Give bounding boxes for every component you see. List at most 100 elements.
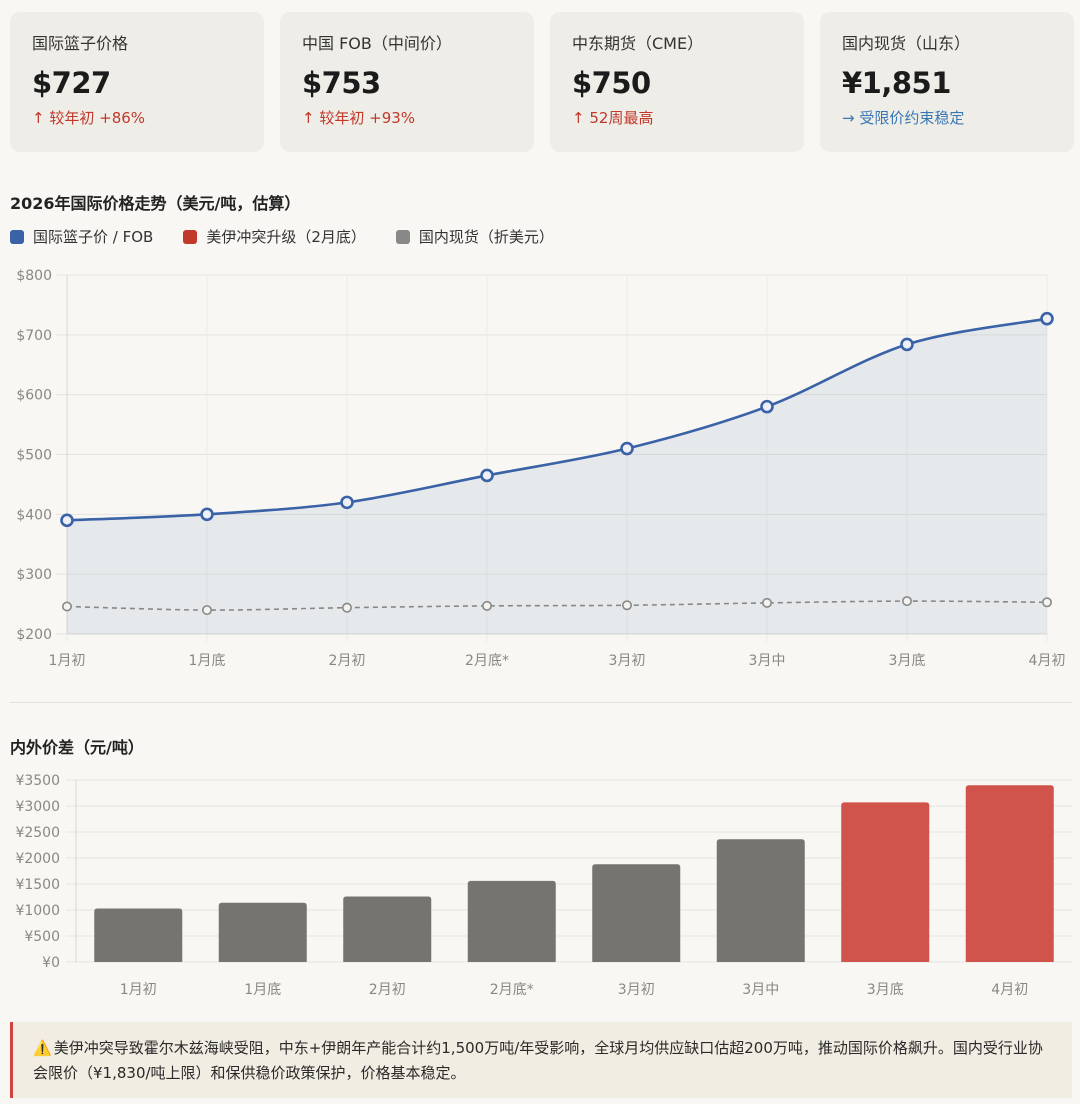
- x-tick-label: 2月底*: [490, 982, 534, 998]
- data-point-domestic: [901, 596, 912, 607]
- data-point-intl: [620, 441, 634, 456]
- data-point-domestic: [621, 600, 632, 611]
- section-divider: [10, 702, 1072, 703]
- kpi-label: 中东期货（CME）: [572, 34, 704, 53]
- kpi-value: $753: [302, 66, 381, 100]
- x-tick-label: 4月初: [1029, 652, 1066, 669]
- kpi-label: 国内现货（山东）: [842, 34, 971, 53]
- kpi-change: ↑ 52周最高: [572, 108, 804, 128]
- x-tick-label: 2月初: [369, 981, 406, 998]
- bar: [218, 902, 307, 962]
- bar: [343, 896, 432, 962]
- bar: [94, 908, 183, 962]
- bar-conflict: [841, 802, 930, 962]
- x-tick-label: 1月初: [120, 981, 157, 998]
- bar: [467, 880, 556, 962]
- data-point-intl: [340, 495, 354, 510]
- kpi-change-text: 52周最高: [589, 109, 654, 127]
- y-tick-label: $300: [16, 567, 52, 583]
- data-point-domestic: [481, 600, 492, 611]
- y-tick-label: $800: [16, 268, 52, 284]
- y-tick-label: ¥1000: [15, 903, 60, 919]
- kpi-cards: 国际篮子价格 $727 ↑ 较年初 +86% 中国 FOB（中间价） $753 …: [10, 12, 1074, 152]
- data-point-domestic: [202, 605, 213, 616]
- data-point-domestic: [341, 602, 352, 613]
- arrow-up-icon: ↑: [32, 109, 45, 127]
- kpi-label: 中国 FOB（中间价）: [302, 34, 452, 53]
- y-tick-label: $200: [16, 627, 52, 643]
- kpi-change-text: 较年初 +86%: [49, 109, 146, 127]
- series-line-domestic: [66, 600, 1048, 611]
- y-tick-label: ¥2500: [15, 825, 60, 841]
- kpi-change-text: 较年初 +93%: [319, 109, 416, 127]
- y-tick-label: ¥500: [24, 929, 60, 945]
- legend-swatch: [183, 229, 198, 244]
- warning-icon: ⚠️: [33, 1039, 52, 1057]
- line-chart: $200 $300 $400 $500 $600 $700 $800 1月初 1月底 2月初 2月底…: [16, 268, 1066, 669]
- data-point-intl: [900, 337, 914, 352]
- note-text: 美伊冲突导致霍尔木兹海峡受阻，中东+伊朗年产能合计约1,500万吨/年受影响，全…: [33, 1039, 1043, 1082]
- bar-conflict: [965, 785, 1054, 962]
- x-tick-label: 3月初: [609, 652, 646, 669]
- bar-chart: ¥0 ¥500 ¥1000 ¥1500 ¥2000 ¥2500 ¥3000 ¥3500 1月初 1…: [15, 773, 1072, 998]
- data-point-intl: [1040, 311, 1054, 326]
- legend-swatch: [10, 229, 24, 244]
- y-tick-label: ¥3500: [15, 773, 60, 789]
- legend-item-domestic[interactable]: 国内现货（折美元）: [395, 226, 554, 247]
- bar: [592, 864, 681, 962]
- bar-chart-title: 内外价差（元/吨）: [10, 738, 144, 757]
- x-tick-label: 2月初: [329, 652, 366, 669]
- y-tick-label: $700: [16, 328, 52, 344]
- data-point-domestic: [61, 601, 72, 612]
- x-tick-label: 1月初: [49, 652, 86, 669]
- line-chart-legend: 国际篮子价 / FOB 美伊冲突升级（2月底） 国内现货（折美元）: [10, 226, 584, 247]
- x-tick-label: 3月初: [618, 981, 655, 998]
- data-point-domestic: [761, 597, 772, 608]
- kpi-change: ↑ 较年初 +93%: [302, 108, 534, 128]
- kpi-card-intl-basket: 国际篮子价格 $727 ↑ 较年初 +86%: [10, 12, 264, 152]
- x-tick-label: 3月中: [749, 653, 786, 669]
- y-tick-label: ¥2000: [15, 851, 60, 867]
- arrow-right-icon: →: [842, 109, 855, 127]
- legend-label: 国际篮子价 / FOB: [33, 228, 154, 246]
- kpi-value: $727: [32, 66, 111, 100]
- arrow-up-icon: ↑: [572, 109, 585, 127]
- series-area-intl: [67, 318, 1047, 634]
- legend-label: 国内现货（折美元）: [418, 228, 554, 246]
- x-tick-label: 4月初: [991, 981, 1028, 998]
- y-tick-label: ¥3000: [15, 799, 60, 815]
- legend-item-conflict[interactable]: 美伊冲突升级（2月底）: [183, 226, 366, 247]
- x-tick-label: 1月底: [244, 982, 281, 998]
- kpi-change: → 受限价约束稳定: [842, 108, 1074, 128]
- legend-label: 美伊冲突升级（2月底）: [206, 228, 366, 246]
- kpi-value: $750: [572, 66, 651, 100]
- warning-note: ⚠️ 美伊冲突导致霍尔木兹海峡受阻，中东+伊朗年产能合计约1,500万吨/年受影响…: [10, 1022, 1072, 1098]
- data-point-intl: [200, 507, 214, 522]
- x-tick-label: 2月底*: [465, 653, 509, 669]
- x-tick-label: 3月底: [867, 982, 904, 998]
- kpi-card-mideast-futures: 中东期货（CME） $750 ↑ 52周最高: [550, 12, 804, 152]
- y-tick-label: $600: [16, 388, 52, 404]
- y-tick-label: $500: [16, 448, 52, 464]
- legend-item-intl[interactable]: 国际篮子价 / FOB: [10, 226, 153, 247]
- y-tick-label: ¥0: [42, 955, 60, 971]
- data-point-intl: [60, 513, 74, 528]
- line-chart-title: 2026年国际价格走势（美元/吨，估算）: [10, 194, 301, 213]
- kpi-change-text: 受限价约束稳定: [859, 109, 965, 127]
- kpi-card-china-fob: 中国 FOB（中间价） $753 ↑ 较年初 +93%: [280, 12, 534, 152]
- arrow-up-icon: ↑: [302, 109, 315, 127]
- data-point-intl: [480, 468, 494, 483]
- data-point-intl: [760, 399, 774, 414]
- kpi-card-domestic-spot: 国内现货（山东） ¥1,851 → 受限价约束稳定: [820, 12, 1074, 152]
- kpi-change: ↑ 较年初 +86%: [32, 108, 264, 128]
- y-tick-label: $400: [16, 507, 52, 523]
- y-tick-label: ¥1500: [15, 877, 60, 893]
- data-point-domestic: [1042, 597, 1053, 608]
- x-tick-label: 1月底: [189, 653, 226, 669]
- series-line-intl: [66, 317, 1048, 522]
- x-tick-label: 3月中: [742, 982, 779, 998]
- kpi-value: ¥1,851: [842, 66, 951, 100]
- x-tick-label: 3月底: [889, 653, 926, 669]
- legend-swatch: [395, 229, 410, 244]
- kpi-label: 国际篮子价格: [32, 34, 129, 53]
